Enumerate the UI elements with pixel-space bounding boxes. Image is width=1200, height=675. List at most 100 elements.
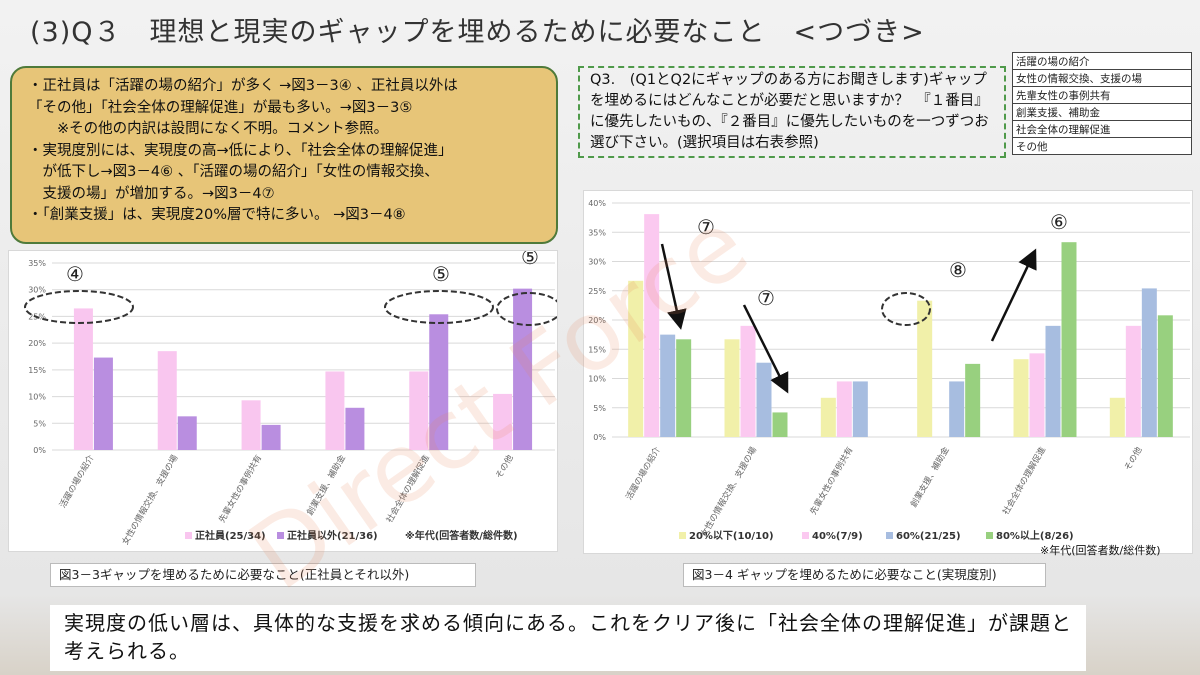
c1-bar: [325, 371, 345, 450]
page-title: (3)Q３ 理想と現実のギャップを埋めるために必要なこと <つづき>: [30, 17, 925, 48]
c2-bar: [1125, 325, 1141, 437]
c2-bar: [1061, 242, 1077, 437]
note-line: ・「創業支援」は、実現度20%層で特に多い。 →図3－4⑧: [28, 207, 406, 223]
c2-category-label: 創業支援、補助金: [908, 445, 952, 510]
c2-bar: [724, 339, 740, 437]
c2-annotation-number: ⑦: [697, 215, 715, 239]
c2-legend-label: 40%(7/9): [812, 531, 863, 542]
c1-y-tick-label: 30%: [28, 286, 46, 295]
conclusion-text: 実現度の低い層は、具体的な支援を求める傾向にある。これをクリア後に「社会全体の理…: [50, 605, 1086, 671]
c2-bar: [1029, 353, 1045, 437]
c2-bar: [917, 300, 933, 437]
c2-bar: [836, 381, 852, 437]
c2-bar: [676, 339, 692, 437]
options-table: 活躍の場の紹介 女性の情報交換、支援の場 先輩女性の事例共有 創業支援、補助金 …: [1012, 52, 1192, 155]
chart-fig3-4-svg: 0% 5% 10% 15% 20% 25% 30% 35% 40% 活躍の場の紹介 女性の情報交換、…: [588, 199, 1190, 542]
c2-category-label: 活躍の場の紹介: [623, 445, 663, 502]
note-line: ・正社員は「活躍の場の紹介」が多く →図3－3④ 、正社員以外は: [28, 78, 458, 94]
c2-arrow-down-2: [742, 304, 789, 394]
c2-bar: [852, 381, 868, 437]
c2-y-tick-label: 10%: [588, 375, 606, 384]
c1-bar: [157, 351, 177, 450]
c1-y-tick-label: 0%: [33, 446, 46, 455]
c1-bar: [177, 416, 197, 450]
c2-bar: [965, 363, 981, 437]
c2-legend-label: 60%(21/25): [896, 531, 961, 542]
c1-bar: [429, 314, 449, 450]
c1-legend-swatch: [185, 532, 192, 539]
c1-y-tick-label: 10%: [28, 393, 46, 402]
option-cell: 女性の情報交換、支援の場: [1012, 69, 1192, 87]
c1-bar: [93, 357, 113, 450]
c2-y-tick-label: 0%: [593, 433, 606, 442]
c1-category-label: 女性の情報交換、支援の場: [120, 453, 181, 547]
note-line: ※その他の内訳は設問になく不明。コメント参照。: [28, 121, 389, 137]
c1-bar: [345, 407, 365, 450]
c2-bar: [628, 280, 644, 437]
chart-fig3-4: 0% 5% 10% 15% 20% 25% 30% 35% 40% 活躍の場の紹介 女性の情報交換、…: [583, 190, 1193, 554]
c2-legend-swatch: [679, 532, 686, 539]
c1-y-tick-label: 5%: [33, 419, 46, 428]
c2-y-tick-label: 20%: [588, 316, 606, 325]
c1-category-label: 創業支援、補助金: [304, 453, 348, 518]
c1-bar: [493, 393, 513, 450]
option-cell: 先輩女性の事例共有: [1012, 86, 1192, 104]
c1-annotation-number: ⑤: [521, 251, 539, 269]
c2-highlight-ellipse: [881, 292, 931, 326]
caption-fig3-3: 図3－3ギャップを埋めるために必要なこと(正社員とそれ以外): [50, 563, 476, 587]
c1-highlight-ellipse: [24, 290, 134, 324]
c2-category-label: 社会全体の理解促進: [1000, 445, 1048, 517]
c2-y-tick-label: 35%: [588, 228, 606, 237]
c2-bar: [1109, 397, 1125, 437]
chart2-footnote: ※年代(回答者数/総件数): [1040, 544, 1161, 557]
c1-bar: [513, 288, 533, 450]
c2-arrow-down-1: [660, 243, 687, 330]
c2-annotation-number: ⑦: [757, 286, 775, 310]
c1-y-tick-label: 15%: [28, 366, 46, 375]
c1-y-tick-label: 20%: [28, 339, 46, 348]
c2-y-tick-label: 15%: [588, 345, 606, 354]
c2-arrow-up: [990, 248, 1037, 342]
c2-y-tick-label: 5%: [593, 404, 606, 413]
c2-bar: [949, 381, 965, 437]
c2-bar: [1141, 288, 1157, 437]
c2-bar: [756, 362, 772, 437]
c2-annotation-number: ⑧: [949, 258, 967, 282]
c2-legend-swatch: [886, 532, 893, 539]
c1-legend-swatch: [277, 532, 284, 539]
note-line: が低下し→図3－4⑥ 、「活躍の場の紹介」「女性の情報交換、: [28, 164, 439, 180]
c2-legend-label: 20%以下(10/10): [689, 530, 774, 542]
c1-bar: [241, 400, 261, 450]
c1-bar: [261, 424, 281, 450]
c1-legend-label: 正社員(25/34): [195, 529, 266, 542]
c2-bar: [740, 325, 756, 437]
summary-notes: ・正社員は「活躍の場の紹介」が多く →図3－3④ 、正社員以外は 「その他」「社…: [10, 66, 558, 244]
c2-bar: [1157, 315, 1173, 437]
c1-annotation-number: ⑤: [432, 262, 450, 286]
c2-bar: [1045, 325, 1061, 437]
c2-y-tick-label: 30%: [588, 258, 606, 267]
c2-legend-swatch: [802, 532, 809, 539]
c1-category-label: 活躍の場の紹介: [57, 453, 97, 510]
note-line: 「その他」「社会全体の理解促進」が最も多い。→図3－3⑤: [28, 99, 413, 116]
chart-fig3-3: 0% 5% 10% 15% 20% 25% 30% 35% 活躍の場の紹介 女性の情報交換、支援の…: [8, 245, 562, 552]
c2-bar: [772, 412, 788, 437]
c2-bar: [1013, 359, 1029, 437]
c2-y-tick-label: 40%: [588, 199, 606, 208]
note-line: ・実現度別には、実現度の高→低により、「社会全体の理解促進」: [28, 142, 453, 159]
question-box: Q3. (Q1とQ2にギャップのある方にお聞きします)ギャップを埋めるにはどんな…: [578, 66, 1006, 158]
c1-highlight-ellipse: [384, 290, 494, 324]
c1-annotation-number: ④: [66, 262, 84, 286]
c2-legend-swatch: [986, 532, 993, 539]
c2-category-label: その他: [1122, 445, 1145, 473]
chart-fig3-3-svg: 0%5%10%15%20%25%30%35%活躍の場の紹介 女性の情報交換、支援の…: [24, 245, 562, 547]
c1-bar: [73, 308, 93, 450]
c1-footnote: ※年代(回答者数/総件数): [405, 529, 518, 542]
c2-y-tick-label: 25%: [588, 287, 606, 296]
c1-legend-label: 正社員以外(21/36): [287, 529, 378, 542]
caption-fig3-4: 図3－4 ギャップを埋めるために必要なこと(実現度別): [683, 563, 1046, 587]
c2-annotation-number: ⑥: [1050, 210, 1068, 234]
c2-bar: [820, 397, 836, 437]
note-line: 支援の場」が増加する。→図3－4⑦: [28, 185, 275, 202]
c2-legend-label: 80%以上(8/26): [996, 529, 1074, 542]
